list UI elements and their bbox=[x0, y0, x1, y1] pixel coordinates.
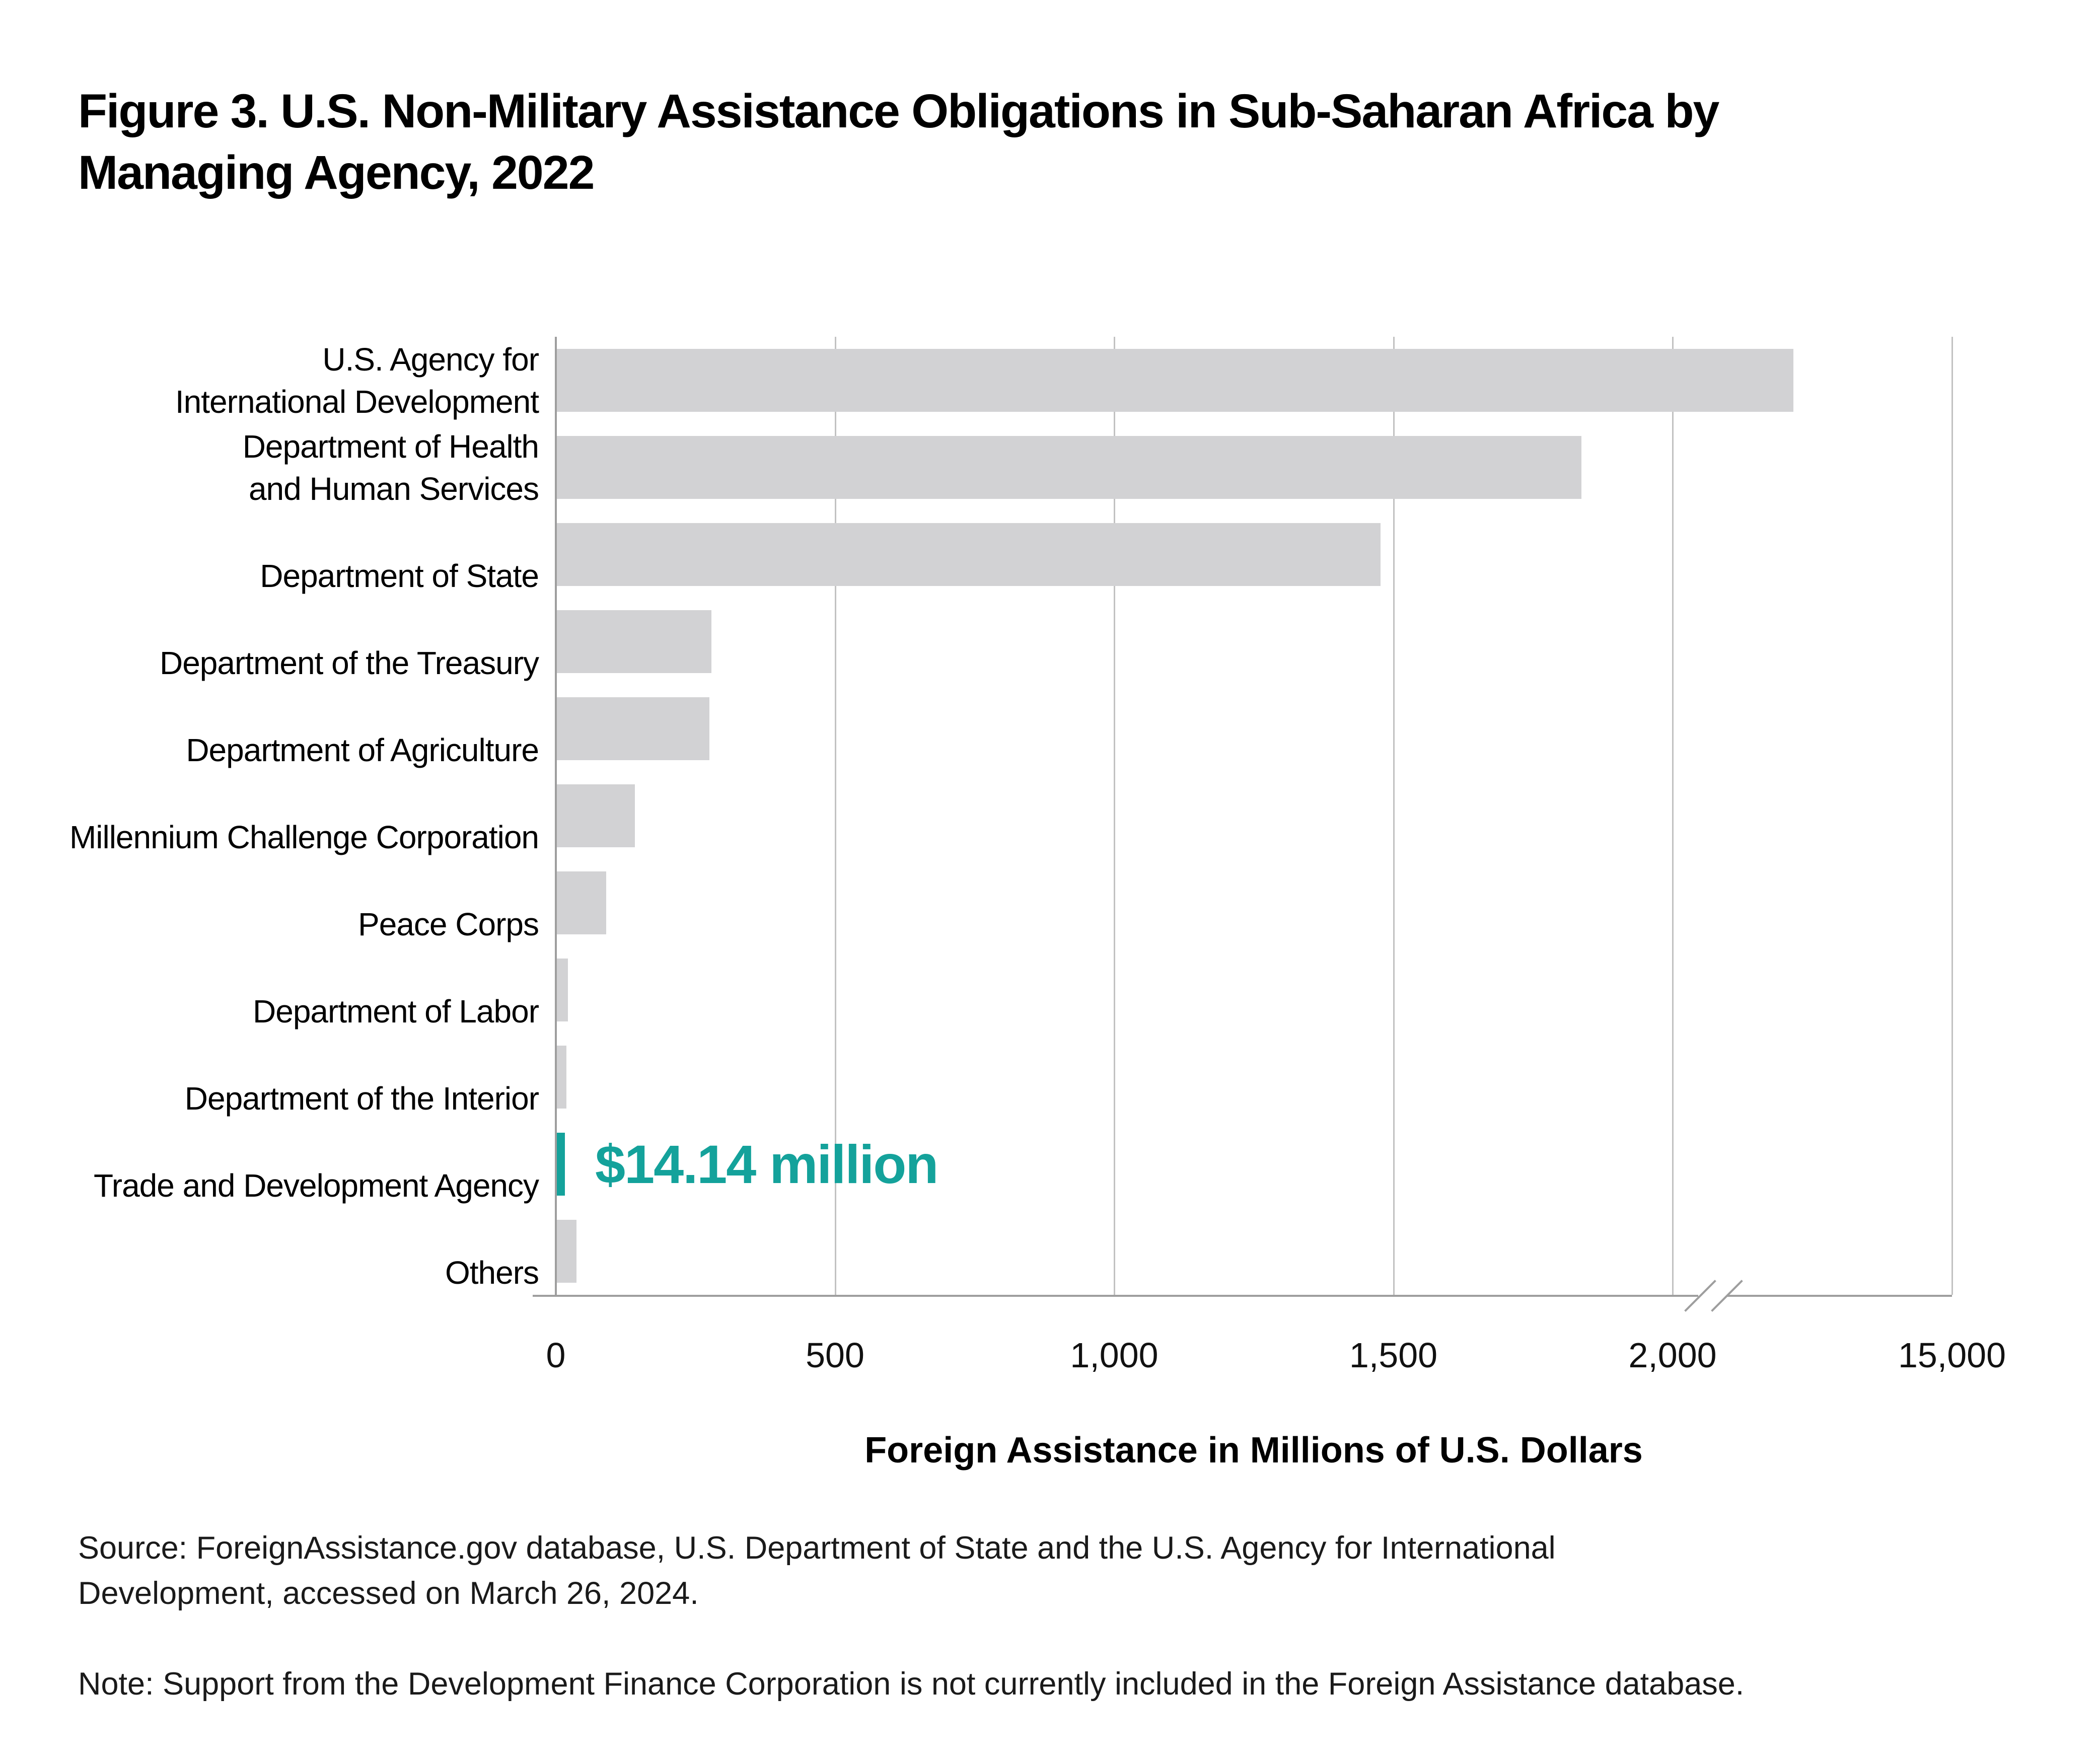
category-label-line: Millennium Challenge Corporation bbox=[69, 819, 539, 855]
bar-department-of-labor bbox=[557, 959, 568, 1021]
category-label: Department of State bbox=[260, 555, 539, 597]
category-label-line: Department of Labor bbox=[253, 993, 539, 1030]
x-tick-1,000: 1,000 bbox=[1070, 1336, 1159, 1375]
x-tick-1,500: 1,500 bbox=[1349, 1336, 1438, 1375]
category-label-line: Department of the Treasury bbox=[159, 645, 539, 681]
figure-title-line-1: Figure 3. U.S. Non-Military Assistance O… bbox=[78, 85, 1719, 138]
bar-millennium-challenge-corporation bbox=[557, 784, 635, 847]
x-tick-2,000: 2,000 bbox=[1628, 1336, 1717, 1375]
category-label-line: Department of Health bbox=[242, 428, 539, 465]
source-line-1: Source: ForeignAssistance.gov database, … bbox=[78, 1530, 1556, 1566]
gridline-15,000 bbox=[1951, 337, 1953, 1295]
bar-peace-corps bbox=[557, 871, 606, 934]
x-axis-line-left bbox=[533, 1295, 1698, 1297]
gridline-2,000 bbox=[1672, 337, 1674, 1295]
category-label-line: Trade and Development Agency bbox=[94, 1167, 539, 1204]
x-axis-title: Foreign Assistance in Millions of U.S. D… bbox=[864, 1430, 1643, 1471]
x-axis-line-right bbox=[1727, 1295, 1952, 1297]
category-label: Department of the Treasury bbox=[160, 642, 539, 684]
category-label: Department of Labor bbox=[253, 990, 539, 1033]
category-label-line: Department of Agriculture bbox=[186, 732, 539, 768]
category-label: Peace Corps bbox=[358, 903, 539, 945]
source-line-2: Development, accessed on March 26, 2024. bbox=[78, 1576, 699, 1611]
category-label-line: Department of the Interior bbox=[184, 1080, 539, 1117]
category-label-line: Peace Corps bbox=[358, 906, 539, 942]
bar-department-of-the-interior bbox=[557, 1046, 566, 1109]
value-callout: $14.14 million bbox=[595, 1134, 938, 1195]
category-label: Others bbox=[445, 1252, 539, 1294]
bar-u-s-agency-for-international-development bbox=[557, 349, 1793, 412]
category-label-line: Others bbox=[445, 1255, 539, 1291]
bar-department-of-the-treasury bbox=[557, 610, 711, 673]
category-label-line: Department of State bbox=[260, 558, 539, 594]
x-tick-15,000: 15,000 bbox=[1898, 1336, 2006, 1375]
gridline-1,000 bbox=[1114, 337, 1115, 1295]
bar-others bbox=[557, 1220, 576, 1283]
bar-department-of-state bbox=[557, 523, 1381, 586]
y-axis-line bbox=[555, 337, 557, 1295]
source-text: Source: ForeignAssistance.gov database, … bbox=[78, 1525, 1556, 1616]
figure-title-line-2: Managing Agency, 2022 bbox=[78, 146, 595, 199]
category-label: U.S. Agency for International Development bbox=[175, 338, 539, 423]
gridline-500 bbox=[834, 337, 836, 1295]
category-label: Trade and Development Agency bbox=[94, 1164, 539, 1207]
category-label-line: and Human Services bbox=[248, 471, 539, 507]
bar-department-of-health-and-human-services bbox=[557, 436, 1581, 499]
category-label: Millennium Challenge Corporation bbox=[69, 816, 539, 858]
category-label: Department of Health and Human Services bbox=[243, 425, 539, 510]
category-label-line: U.S. Agency for bbox=[322, 341, 539, 378]
category-label: Department of Agriculture bbox=[186, 729, 539, 771]
figure-title: Figure 3. U.S. Non-Military Assistance O… bbox=[78, 81, 2021, 203]
x-tick-0: 0 bbox=[546, 1336, 566, 1375]
x-tick-500: 500 bbox=[806, 1336, 864, 1375]
bar-trade-and-development-agency bbox=[557, 1133, 565, 1196]
category-label: Department of the Interior bbox=[185, 1077, 539, 1120]
gridline-1,500 bbox=[1393, 337, 1395, 1295]
bar-department-of-agriculture bbox=[557, 697, 709, 760]
note-text: Note: Support from the Development Finan… bbox=[78, 1666, 1745, 1702]
category-label-line: International Development bbox=[175, 384, 539, 420]
